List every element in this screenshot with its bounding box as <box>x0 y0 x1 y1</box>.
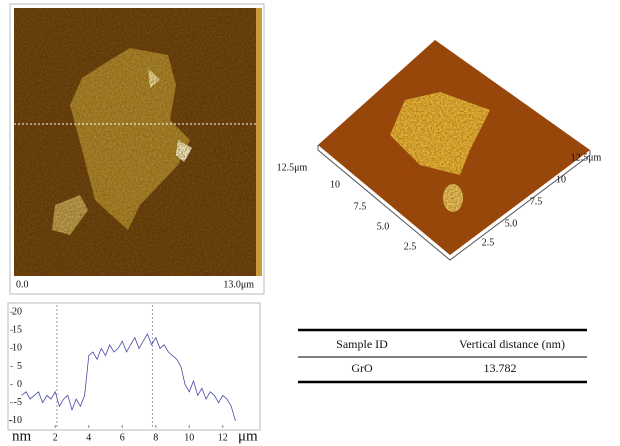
profile-frame <box>8 303 260 430</box>
figure: 0.0 13.0μm Sample ID Vertical distance (… <box>0 0 620 446</box>
y-tick-label: -10 <box>9 415 22 426</box>
axis-3d-label: 2.5 <box>482 237 495 248</box>
y-tick-label: -5 <box>14 397 22 408</box>
y-unit: nm <box>12 428 32 444</box>
axis-3d-label: 7.5 <box>354 201 367 212</box>
table-cell: GrO <box>351 361 373 375</box>
axis-3d-label: 7.5 <box>530 196 543 207</box>
axis-3d-label: 5.0 <box>377 221 390 232</box>
y-tick-label: 5 <box>17 361 22 372</box>
axis-3d-label: 2.5 <box>404 241 417 252</box>
x-tick-label: 2 <box>53 432 58 443</box>
afm-x-start: 0.0 <box>16 279 29 290</box>
afm-2d-image: 0.0 13.0μm <box>10 4 264 294</box>
x-tick-label: 4 <box>86 432 91 443</box>
table-header: Sample ID <box>336 337 388 351</box>
figure-canvas: 0.0 13.0μm Sample ID Vertical distance (… <box>0 0 620 446</box>
x-tick-label: 12 <box>218 432 228 443</box>
y-tick-label: 0 <box>17 379 22 390</box>
afm-3d-image <box>318 40 590 260</box>
x-tick-label: 8 <box>153 432 158 443</box>
y-tick-label: 15 <box>12 325 22 336</box>
x-tick-label: 10 <box>184 432 194 443</box>
x-tick-label: 6 <box>120 432 125 443</box>
axis-3d-label: 12.5μm <box>571 152 602 163</box>
afm-x-end: 13.0μm <box>223 279 254 290</box>
axis-3d-label: 10 <box>556 174 566 185</box>
result-table: Sample ID Vertical distance (nm) GrO 13.… <box>298 330 587 382</box>
y-tick-label: 10 <box>12 343 22 354</box>
table-cell: 13.782 <box>484 361 517 375</box>
axis-3d-label: 10 <box>330 179 340 190</box>
y-tick-label: 20 <box>12 307 22 318</box>
x-unit: μm <box>238 428 258 444</box>
table-header: Vertical distance (nm) <box>459 337 565 351</box>
axis-3d-label: 12.5μm <box>277 162 308 173</box>
axis-3d-label: 5.0 <box>505 218 518 229</box>
